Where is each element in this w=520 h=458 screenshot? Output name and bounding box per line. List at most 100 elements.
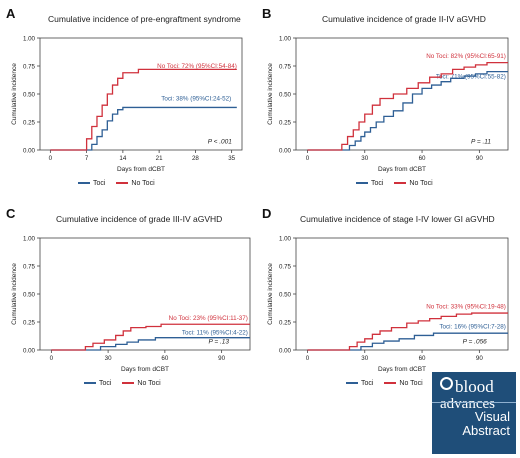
- chart-svg: 0.00 0.25 0.50 0.75 1.00 0 30 60 90 Days from dCB…: [267, 235, 509, 373]
- series-line-no-toci: [50, 68, 237, 151]
- y-tick-label: 0.75: [279, 63, 292, 70]
- x-tick-label: 0: [50, 355, 54, 362]
- x-tick-label: 35: [228, 155, 235, 162]
- annotation-no-toci: No Toci: 23% (95%CI:11-37): [169, 315, 248, 322]
- panel-b-chart: 0.00 0.25 0.50 0.75 1.00 0 30 60 90 Days from dCB…: [266, 28, 516, 178]
- y-tick-label: 0.50: [23, 291, 36, 298]
- panel-c-legend: Toci No Toci: [84, 380, 170, 387]
- panel-b-title: Cumulative incidence of grade II-IV aGVH…: [322, 14, 486, 24]
- y-tick-label: 0.25: [23, 319, 36, 326]
- panel-c-chart: 0.00 0.25 0.50 0.75 1.00 0 30 60 90 Days from dCB…: [10, 228, 258, 378]
- series-line-toci: [51, 337, 250, 351]
- y-axis-label: Cumulative incidence: [267, 63, 274, 125]
- panel-letter-c: C: [6, 206, 16, 221]
- y-tick-label: 0.00: [23, 347, 36, 354]
- legend-item-no-toci: No Toci: [122, 380, 161, 387]
- journal-logo: blood advances: [440, 377, 495, 412]
- y-tick-label: 1.00: [279, 235, 292, 242]
- x-axis-label: Days from dCBT: [378, 166, 426, 173]
- x-tick-label: 90: [476, 155, 483, 162]
- y-tick-label: 0.50: [279, 91, 292, 98]
- panel-a-title: Cumulative incidence of pre-engraftment …: [48, 14, 241, 24]
- annotation-toci: Toci: 38% (95%CI:24-52): [161, 96, 231, 103]
- series-line-toci: [307, 332, 508, 351]
- y-tick-label: 0.75: [23, 63, 36, 70]
- legend-item-toci: Toci: [78, 180, 105, 187]
- annotation-toci: Toci: 71% (95%CI:55-82): [436, 73, 506, 80]
- y-tick-label: 0.25: [279, 319, 292, 326]
- series-line-no-toci: [307, 61, 508, 151]
- x-tick-label: 30: [361, 155, 368, 162]
- annotation-toci: Toci: 11% (95%CI:4-22): [182, 329, 248, 336]
- y-tick-label: 1.00: [23, 35, 36, 42]
- x-tick-label: 0: [306, 155, 310, 162]
- y-tick-label: 1.00: [23, 235, 36, 242]
- x-tick-label: 60: [419, 355, 426, 362]
- y-axis-label: Cumulative incidence: [267, 263, 274, 325]
- plot-frame: [39, 37, 243, 151]
- y-tick-label: 0.25: [279, 119, 292, 126]
- x-axis-label: Days from dCBT: [117, 166, 165, 173]
- y-tick-label: 0.00: [279, 347, 292, 354]
- annotation-no-toci: No Toci: 82% (95%CI:65-91): [426, 53, 506, 60]
- y-tick-label: 0.00: [279, 147, 292, 154]
- legend-item-no-toci: No Toci: [394, 180, 433, 187]
- x-tick-label: 60: [419, 155, 426, 162]
- series-line-no-toci: [307, 312, 508, 351]
- panel-d-chart: 0.00 0.25 0.50 0.75 1.00 0 30 60 90 Days from dCB…: [266, 228, 516, 378]
- series-line-toci: [307, 70, 508, 151]
- y-tick-label: 1.00: [279, 35, 292, 42]
- x-tick-label: 0: [306, 355, 310, 362]
- chart-svg: 0.00 0.25 0.50 0.75 1.00 0 7 14 21 28 35 Days from …: [11, 35, 243, 173]
- x-tick-label: 0: [49, 155, 53, 162]
- panel-letter-a: A: [6, 6, 16, 21]
- x-axis-label: Days from dCBT: [121, 366, 169, 373]
- y-axis-label: Cumulative incidence: [11, 263, 18, 325]
- legend-item-no-toci: No Toci: [384, 380, 423, 387]
- y-axis-label: Cumulative incidence: [11, 63, 18, 125]
- series-line-toci: [50, 106, 237, 151]
- badge-divider: [432, 402, 516, 403]
- annotation-no-toci: No Toci: 33% (95%CI:19-48): [426, 304, 506, 311]
- panel-a-legend: Toci No Toci: [78, 180, 164, 187]
- drop-icon: [440, 377, 453, 390]
- blood-advances-visual-abstract-badge[interactable]: blood advances Visual Abstract: [432, 372, 516, 454]
- legend-item-toci: Toci: [84, 380, 111, 387]
- x-tick-label: 30: [361, 355, 368, 362]
- x-tick-label: 30: [105, 355, 112, 362]
- y-tick-label: 0.75: [23, 263, 36, 270]
- x-tick-label: 90: [218, 355, 225, 362]
- p-value-label: P = .11: [471, 138, 491, 145]
- panel-d-legend: Toci No Toci: [346, 380, 432, 387]
- panel-d-title: Cumulative incidence of stage I-IV lower…: [300, 214, 495, 224]
- legend-item-toci: Toci: [356, 180, 383, 187]
- visual-abstract-label: Visual Abstract: [462, 409, 510, 438]
- y-tick-label: 0.25: [23, 119, 36, 126]
- x-tick-label: 7: [85, 155, 89, 162]
- annotation-toci: Toci: 16% (95%CI:7-28): [439, 324, 506, 331]
- y-tick-label: 0.75: [279, 263, 292, 270]
- panel-a-chart: 0.00 0.25 0.50 0.75 1.00 0 7 14 21 28 35 Days from …: [10, 28, 250, 178]
- y-tick-label: 0.00: [23, 147, 36, 154]
- panel-letter-b: B: [262, 6, 272, 21]
- series-line-no-toci: [51, 323, 250, 351]
- x-tick-label: 28: [192, 155, 199, 162]
- panel-c-title: Cumulative incidence of grade III-IV aGV…: [56, 214, 223, 224]
- legend-item-toci: Toci: [346, 380, 373, 387]
- y-tick-label: 0.50: [279, 291, 292, 298]
- p-value-label: P < .001: [208, 138, 233, 145]
- x-tick-label: 14: [119, 155, 126, 162]
- annotation-no-toci: No Toci: 72% (95%CI:54-84): [157, 63, 237, 70]
- x-tick-label: 60: [161, 355, 168, 362]
- panel-b-legend: Toci No Toci: [356, 180, 442, 187]
- x-tick-label: 21: [156, 155, 163, 162]
- p-value-label: P = .056: [463, 338, 488, 345]
- x-tick-label: 90: [476, 355, 483, 362]
- p-value-label: P = .13: [208, 338, 229, 345]
- y-tick-label: 0.50: [23, 91, 36, 98]
- legend-item-no-toci: No Toci: [116, 180, 155, 187]
- chart-svg: 0.00 0.25 0.50 0.75 1.00 0 30 60 90 Days from dCB…: [267, 35, 509, 173]
- chart-svg: 0.00 0.25 0.50 0.75 1.00 0 30 60 90 Days from dCB…: [11, 235, 251, 373]
- x-axis-label: Days from dCBT: [378, 366, 426, 373]
- panel-letter-d: D: [262, 206, 272, 221]
